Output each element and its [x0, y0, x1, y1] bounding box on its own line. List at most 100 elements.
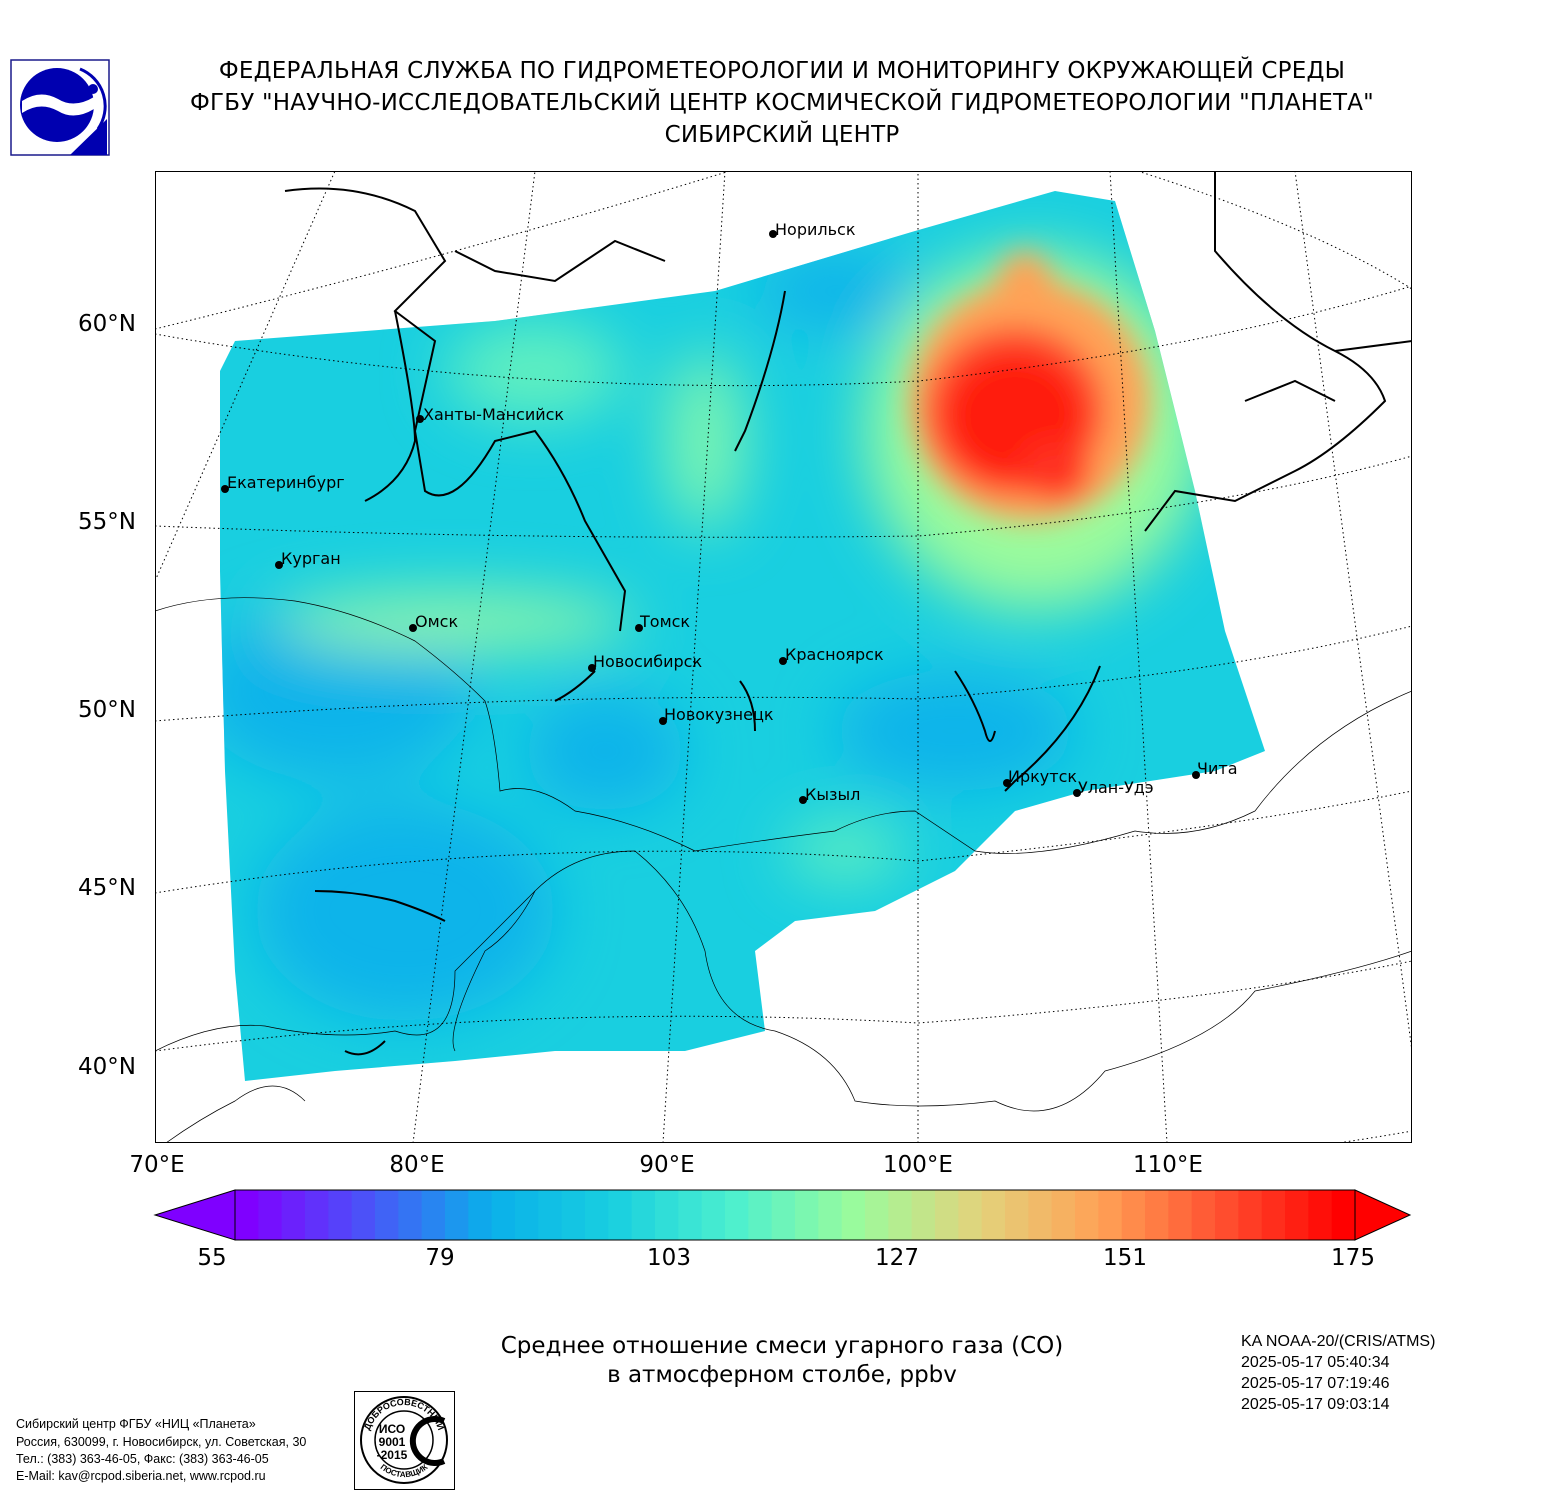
colorbar-cell — [795, 1190, 819, 1240]
lon-label-90: 90°E — [639, 1152, 695, 1178]
svg-text:Иркутск: Иркутск — [1008, 767, 1077, 786]
header-line-2: ФГБУ "НАУЧНО-ИССЛЕДОВАТЕЛЬСКИЙ ЦЕНТР КОС… — [190, 90, 1374, 116]
country-borders — [155, 597, 1412, 1143]
lat-label-60: 60°N — [78, 311, 136, 337]
satellite-time-2: 2025-05-17 07:19:46 — [1241, 1375, 1390, 1392]
colorbar-cell — [958, 1190, 983, 1240]
colorbar-cell — [888, 1190, 913, 1240]
colorbar-cell — [655, 1190, 679, 1240]
colorbar-cell — [445, 1190, 469, 1240]
footer-phone: Тел.: (383) 363-46-05, Факс: (383) 363-4… — [16, 1452, 269, 1466]
svg-text:Новокузнецк: Новокузнецк — [664, 705, 774, 724]
colorbar-tick-55: 55 — [197, 1245, 227, 1271]
city-irkutsk: Иркутск — [1003, 767, 1077, 787]
lat-label-50: 50°N — [78, 697, 136, 723]
colorbar-cell — [1238, 1190, 1263, 1240]
svg-text:Ханты-Мансийск: Ханты-Мансийск — [423, 405, 564, 424]
header-line-3: СИБИРСКИЙ ЦЕНТР — [664, 122, 900, 148]
colorbar-cell — [631, 1190, 656, 1240]
colorbar-cell — [468, 1190, 493, 1240]
city-ekaterinburg: Екатеринбург — [221, 473, 345, 493]
iso-badge: ДОБРОСОВЕСТНЫЙ ПОСТАВЩИК ИСО 9001 -2015 — [354, 1391, 455, 1490]
colorbar-tick-127: 127 — [875, 1245, 919, 1271]
colorbar-tick-103: 103 — [647, 1245, 691, 1271]
colorbar-cell — [538, 1190, 563, 1240]
svg-text:Чита: Чита — [1197, 759, 1238, 778]
city-krasnoyarsk: Красноярск — [779, 645, 884, 665]
colorbar-tick-79: 79 — [425, 1245, 455, 1271]
colorbar-cell — [818, 1190, 843, 1240]
colorbar-tick-175: 175 — [1331, 1245, 1375, 1271]
city-kyzyl: Кызыл — [799, 785, 860, 804]
colorbar — [153, 1189, 1412, 1241]
colorbar-cell — [1215, 1190, 1239, 1240]
svg-text:Томск: Томск — [639, 612, 690, 631]
city-omsk: Омск — [409, 612, 458, 632]
colorbar-cell — [748, 1190, 773, 1240]
graticule — [155, 171, 1412, 1143]
svg-text:ИСО: ИСО — [379, 1422, 405, 1436]
colorbar-cells — [153, 1189, 1412, 1241]
svg-text:Курган: Курган — [281, 549, 341, 568]
svg-text:Екатеринбург: Екатеринбург — [227, 473, 345, 492]
colorbar-cell — [305, 1190, 329, 1240]
city-norilsk: Норильск — [769, 220, 856, 239]
colorbar-cell — [911, 1190, 936, 1240]
colorbar-cell — [678, 1190, 703, 1240]
caption-line-2: в атмосферном столбе, ppbv — [607, 1362, 957, 1388]
city-novosibirsk: Новосибирск — [588, 652, 702, 672]
lon-label-80: 80°E — [389, 1152, 445, 1178]
city-tomsk: Томск — [635, 612, 690, 632]
caption-line-1: Среднее отношение смеси угарного газа (C… — [500, 1333, 1064, 1359]
colorbar-cell — [1261, 1190, 1286, 1240]
city-chita: Чита — [1192, 759, 1238, 779]
colorbar-cell — [398, 1190, 423, 1240]
header-line-1: ФЕДЕРАЛЬНАЯ СЛУЖБА ПО ГИДРОМЕТЕОРОЛОГИИ … — [218, 58, 1346, 84]
colorbar-cell — [1168, 1190, 1193, 1240]
colorbar-cell — [515, 1190, 539, 1240]
lon-label-110: 110°E — [1133, 1152, 1203, 1178]
colorbar-cell — [235, 1190, 259, 1240]
colorbar-cell — [1075, 1190, 1099, 1240]
city-ulan-ude: Улан-Удэ — [1073, 778, 1154, 797]
colorbar-cell — [725, 1190, 749, 1240]
colorbar-cell — [351, 1190, 376, 1240]
colorbar-cell — [258, 1190, 283, 1240]
colorbar-cell — [841, 1190, 866, 1240]
colorbar-tick-151: 151 — [1103, 1245, 1147, 1271]
lat-label-55: 55°N — [78, 509, 136, 535]
footer-address: Россия, 630099, г. Новосибирск, ул. Сове… — [16, 1435, 307, 1449]
svg-text:Норильск: Норильск — [775, 220, 856, 239]
svg-text:Улан-Удэ: Улан-Удэ — [1078, 778, 1154, 797]
svg-text:-2015: -2015 — [377, 1448, 408, 1462]
colorbar-cell — [1121, 1190, 1146, 1240]
colorbar-cell — [281, 1190, 306, 1240]
colorbar-cell — [561, 1190, 586, 1240]
svg-text:Новосибирск: Новосибирск — [593, 652, 702, 671]
colorbar-extend-high — [1354, 1189, 1412, 1241]
colorbar-extend-low — [153, 1189, 236, 1241]
colorbar-cell — [1098, 1190, 1123, 1240]
svg-text:Красноярск: Красноярск — [785, 645, 884, 664]
colorbar-cell — [1005, 1190, 1029, 1240]
satellite-time-3: 2025-05-17 09:03:14 — [1241, 1396, 1390, 1413]
colorbar-cell — [1051, 1190, 1076, 1240]
colorbar-cell — [491, 1190, 516, 1240]
colorbar-cell — [328, 1190, 353, 1240]
lon-label-70: 70°E — [129, 1152, 185, 1178]
colorbar-cell — [1285, 1190, 1309, 1240]
svg-text:Омск: Омск — [415, 612, 458, 631]
colorbar-cell — [771, 1190, 796, 1240]
footer-org: Сибирский центр ФГБУ «НИЦ «Планета» — [16, 1417, 256, 1431]
colorbar-cell — [421, 1190, 446, 1240]
colorbar-cell — [1145, 1190, 1169, 1240]
colorbar-cell — [981, 1190, 1006, 1240]
svg-text:9001: 9001 — [379, 1435, 406, 1449]
colorbar-cell — [935, 1190, 959, 1240]
satellite-time-1: 2025-05-17 05:40:34 — [1241, 1354, 1390, 1371]
colorbar-cell — [1331, 1190, 1356, 1240]
colorbar-cell — [585, 1190, 609, 1240]
co-swath — [220, 191, 1265, 1081]
colorbar-cell — [1191, 1190, 1216, 1240]
colorbar-cell — [865, 1190, 889, 1240]
